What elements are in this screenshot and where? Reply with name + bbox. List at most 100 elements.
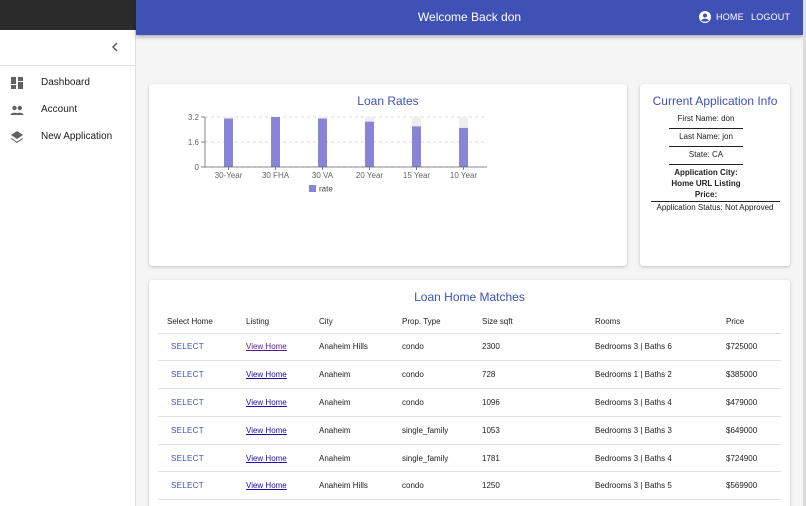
size-cell: 1096	[473, 388, 586, 417]
x-tick-label: 15 Year	[403, 171, 430, 180]
size-cell: 728	[473, 360, 586, 390]
price-cell: $385000	[717, 360, 781, 390]
loan-rates-title: Loan Rates	[357, 94, 419, 108]
city-cell: Anaheim	[310, 388, 393, 417]
view-home-link[interactable]: View Home	[246, 425, 287, 435]
prop-type-cell: single_family	[393, 416, 473, 445]
home-button[interactable]: HOME	[716, 12, 744, 22]
view-home-link[interactable]: View Home	[246, 397, 287, 407]
sidebar-item-label: Dashboard	[41, 77, 90, 88]
legend-label: rate	[319, 185, 333, 194]
city-cell: Anaheim Hills	[310, 333, 393, 362]
table-row: SELECT View Home Anaheim single_family 1…	[158, 416, 781, 445]
divider	[669, 146, 743, 147]
prop-type-cell: condo	[393, 360, 473, 390]
first-name-text: First Name: don	[677, 114, 735, 123]
bar	[271, 117, 280, 167]
sidebar-item-new-application[interactable]: New Application	[0, 124, 135, 151]
column-header-city: City	[310, 310, 393, 334]
select-home-button[interactable]: SELECT	[171, 370, 204, 380]
rooms-cell: Bedrooms 3 | Baths 4	[586, 388, 717, 417]
home-url-label: Home URL Listing	[671, 179, 741, 188]
divider	[669, 164, 743, 165]
select-home-button[interactable]: SELECT	[171, 425, 204, 435]
size-cell: 1053	[473, 416, 586, 445]
table-row: SELECT View Home Anaheim Hills condo 230…	[158, 333, 781, 362]
x-tick-label: 10 Year	[450, 171, 477, 180]
bar	[365, 121, 374, 167]
select-home-button[interactable]: SELECT	[171, 453, 204, 463]
view-home-link[interactable]: View Home	[246, 481, 287, 491]
application-info-card: Current Application Info First Name: don…	[640, 84, 790, 266]
dashboard-icon	[11, 77, 23, 89]
size-cell: 2300	[473, 333, 586, 362]
legend-swatch	[309, 185, 316, 192]
divider	[651, 201, 780, 202]
home-matches-title: Loan Home Matches	[414, 290, 525, 304]
city-cell: Anaheim	[310, 360, 393, 390]
price-cell: $724900	[717, 444, 781, 473]
prop-type-cell: condo	[393, 471, 473, 501]
app-bar: Welcome Back don HOME LOGOUT	[136, 0, 803, 35]
prop-type-cell: condo	[393, 388, 473, 417]
rooms-cell: Bedrooms 3 | Baths 5	[586, 471, 717, 501]
sidebar-item-dashboard[interactable]: Dashboard	[0, 70, 135, 97]
bar	[318, 118, 327, 167]
layers-icon	[11, 131, 23, 143]
state-text: State: CA	[688, 150, 724, 159]
select-home-button[interactable]: SELECT	[171, 481, 204, 491]
city-cell: Anaheim	[310, 444, 393, 473]
x-tick-label: 30 VA	[312, 171, 334, 180]
column-header-price: Price	[717, 310, 781, 334]
home-matches-card: Loan Home Matches Select Home Listing Ci…	[149, 280, 790, 506]
sidebar-item-account[interactable]: Account	[0, 97, 135, 124]
x-tick-label: 20 Year	[356, 171, 383, 180]
divider	[669, 128, 743, 129]
rooms-cell: Bedrooms 3 | Baths 3	[586, 416, 717, 445]
y-tick-label: 3.2	[188, 113, 200, 122]
sidebar: Dashboard Account New Application	[0, 30, 136, 506]
x-tick-label: 30-Year	[215, 171, 243, 180]
column-header-prop-type: Prop. Type	[393, 310, 473, 334]
view-home-link[interactable]: View Home	[246, 342, 287, 352]
sidebar-header	[0, 0, 136, 30]
select-home-button[interactable]: SELECT	[171, 342, 204, 352]
sidebar-collapse	[0, 30, 135, 66]
price-cell: $479000	[717, 388, 781, 417]
city-cell: Anaheim Hills	[310, 471, 393, 501]
column-header-select-home: Select Home	[158, 310, 237, 334]
view-home-link[interactable]: View Home	[246, 453, 287, 463]
view-home-link[interactable]: View Home	[246, 370, 287, 380]
prop-type-cell: single_family	[393, 444, 473, 473]
scrollbar[interactable]	[803, 0, 806, 506]
rooms-cell: Bedrooms 1 | Baths 2	[586, 360, 717, 390]
table-row: SELECT View Home Anaheim condo 728 Bedro…	[158, 360, 781, 390]
table-row: SELECT View Home Anaheim single_family 1…	[158, 444, 781, 473]
price-label: Price:	[694, 190, 718, 199]
size-cell: 1781	[473, 444, 586, 473]
loan-rates-card: Loan Rates 0 1.6 3.2 30-Year 30 FHA 30 VA 20 Y…	[149, 84, 627, 266]
x-tick-label: 30 FHA	[262, 171, 290, 180]
price-cell: $649000	[717, 416, 781, 445]
logout-button[interactable]: LOGOUT	[751, 12, 791, 22]
column-header-listing: Listing	[237, 310, 310, 334]
loan-rates-chart: 0 1.6 3.2 30-Year 30 FHA 30 VA 20 Year 15 Year 1…	[188, 113, 487, 194]
table-row: SELECT View Home Anaheim Hills condo 125…	[158, 471, 781, 501]
column-header-size: Size sqft	[473, 310, 586, 334]
price-cell: $725000	[717, 333, 781, 362]
account-circle-icon[interactable]	[699, 11, 711, 23]
city-cell: Anaheim	[310, 416, 393, 445]
people-icon	[10, 105, 24, 115]
y-tick-label: 1.6	[188, 138, 200, 147]
application-status-text: Application Status: Not Approved	[656, 203, 774, 212]
price-cell: $569900	[717, 471, 781, 501]
size-cell: 1250	[473, 471, 586, 501]
table-header-row: Select Home Listing City Prop. Type Size…	[158, 310, 781, 334]
home-matches-table: Select Home Listing City Prop. Type Size…	[158, 310, 781, 501]
select-home-button[interactable]: SELECT	[171, 397, 204, 407]
bar	[459, 127, 468, 167]
bar	[412, 126, 421, 167]
chevron-left-icon[interactable]	[107, 39, 123, 55]
rooms-cell: Bedrooms 3 | Baths 6	[586, 333, 717, 362]
last-name-text: Last Name: jon	[679, 132, 733, 141]
